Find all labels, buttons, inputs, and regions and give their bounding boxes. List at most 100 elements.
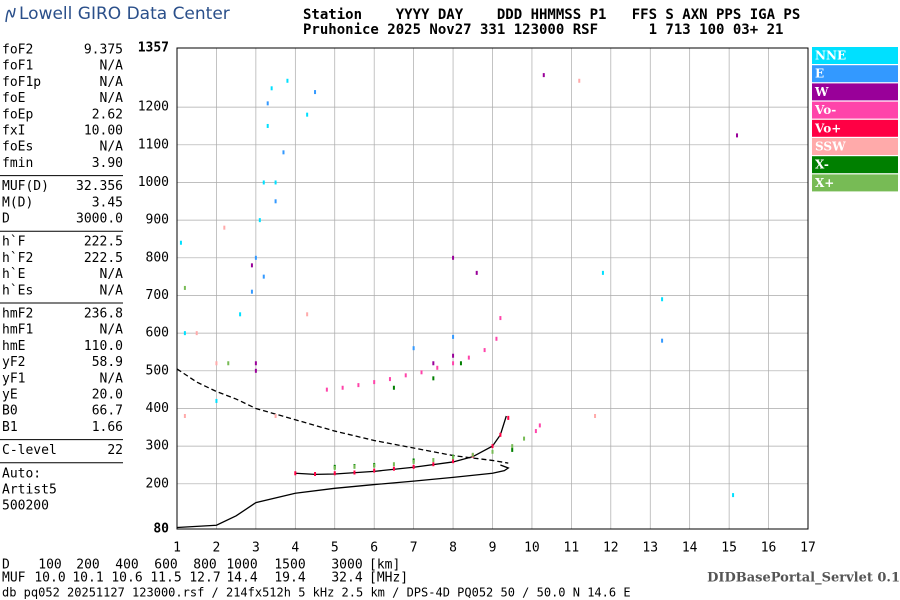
param-value: N/A	[100, 267, 124, 282]
legend-label: Vo+	[814, 121, 841, 135]
x-tick-label: 1	[173, 541, 181, 556]
x-tick-label: 5	[331, 541, 339, 556]
param-value: N/A	[100, 91, 124, 106]
param-name: M(D)	[2, 195, 33, 210]
echo-dot	[452, 361, 455, 366]
param-name: foF2	[2, 43, 33, 58]
param-value: 58.9	[92, 355, 123, 370]
echo-dot	[373, 463, 376, 468]
echo-dot	[578, 78, 581, 83]
y-tick-label: 200	[146, 476, 169, 491]
echo-dot	[325, 387, 328, 392]
legend-label: X+	[815, 176, 834, 190]
param-value: 3.45	[92, 195, 123, 210]
echo-dot	[262, 180, 265, 185]
echo-dot	[436, 365, 439, 370]
echo-dot	[511, 447, 514, 452]
footer: db pq052 20251127 123000.rsf / 214fx512h…	[2, 586, 631, 600]
x-tick-label: 3	[252, 541, 260, 556]
legend-label: SSW	[815, 140, 846, 154]
param-name: foEp	[2, 107, 33, 122]
x-tick-label: 12	[603, 541, 619, 556]
x-tick-label: 17	[800, 541, 816, 556]
echo-dot	[266, 101, 269, 106]
muf-table-cell: 19.4	[274, 571, 305, 586]
y-tick-label: 1100	[138, 137, 169, 152]
echo-dot	[483, 348, 486, 353]
param-value: 66.7	[92, 404, 123, 419]
x-tick-label: 13	[642, 541, 658, 556]
echo-dot	[353, 470, 356, 475]
echo-dot	[392, 462, 395, 467]
legend-label: E	[815, 67, 824, 81]
echo-dot	[306, 312, 309, 317]
echo-dot	[353, 464, 356, 469]
echo-dot	[250, 263, 253, 268]
echo-dot	[404, 373, 407, 378]
y-tick-label: 800	[146, 250, 169, 265]
x-tick-label: 6	[370, 541, 378, 556]
echo-dot	[432, 458, 435, 463]
echo-dot	[215, 361, 218, 366]
echo-dot	[282, 150, 285, 155]
echo-dot	[491, 444, 494, 449]
param-name: foF1	[2, 59, 33, 74]
logo-icon	[5, 7, 16, 23]
echo-dot	[258, 218, 261, 223]
param-name: B1	[2, 420, 18, 435]
param-name: h`Es	[2, 283, 33, 298]
param-value: 222.5	[84, 251, 123, 266]
echo-dot	[227, 361, 230, 366]
y-tick-label: 600	[146, 326, 169, 341]
muf-table-cell: 100	[38, 558, 61, 573]
echo-dot	[357, 383, 360, 388]
y-tick-label: 1200	[138, 100, 169, 115]
echo-dot	[499, 432, 502, 437]
echo-dot	[661, 338, 664, 343]
echo-dot	[373, 468, 376, 473]
echo-dot	[388, 377, 391, 382]
param-value: 236.8	[84, 307, 123, 322]
y-tick-label: 500	[146, 363, 169, 378]
echo-dot	[392, 466, 395, 471]
echo-dot	[523, 436, 526, 441]
legend-swatch	[812, 138, 898, 155]
param-name: foEs	[2, 140, 33, 155]
muf-table-cell: 12.7	[189, 571, 220, 586]
legend-swatch	[812, 119, 898, 137]
x-tick-label: 7	[410, 541, 418, 556]
echo-dot	[467, 355, 470, 360]
param-name: hmF2	[2, 307, 33, 322]
echo-dot	[274, 199, 277, 204]
header-line: Station YYYY DAY DDD HHMMSS P1 FFS S AXN…	[303, 7, 800, 23]
echo-dot	[452, 459, 455, 464]
muf-table-unit: [km]	[369, 558, 400, 573]
echo-dot	[306, 112, 309, 117]
echo-dot	[333, 471, 336, 476]
echo-dot	[736, 133, 739, 138]
param-value: N/A	[100, 323, 124, 338]
echo-dot	[314, 472, 317, 477]
plot-frame	[176, 47, 809, 530]
param-value: 32.356	[76, 179, 123, 194]
echo-dot	[432, 462, 435, 467]
y-tick-label: 1000	[138, 175, 169, 190]
param-value: 3000.0	[76, 212, 123, 227]
muf-table-cell: 10.0	[34, 571, 65, 586]
echo-dot	[412, 459, 415, 464]
muf-table-cell: 1500	[274, 558, 305, 573]
param-value: 3.90	[92, 156, 123, 171]
muf-table-cell: 10.6	[111, 571, 142, 586]
echo-dot	[499, 316, 502, 321]
muf-table-label: D	[2, 558, 10, 573]
param-value: 22	[107, 443, 123, 458]
legend-swatch	[812, 83, 898, 101]
echo-dot	[183, 285, 186, 290]
echo-dot	[392, 385, 395, 390]
trace-line	[176, 464, 510, 529]
y-tick-label: 900	[146, 213, 169, 228]
muf-table-cell: 11.5	[150, 571, 181, 586]
param-name: h`F2	[2, 251, 33, 266]
echo-dot	[254, 368, 257, 373]
echo-dot	[420, 370, 423, 375]
